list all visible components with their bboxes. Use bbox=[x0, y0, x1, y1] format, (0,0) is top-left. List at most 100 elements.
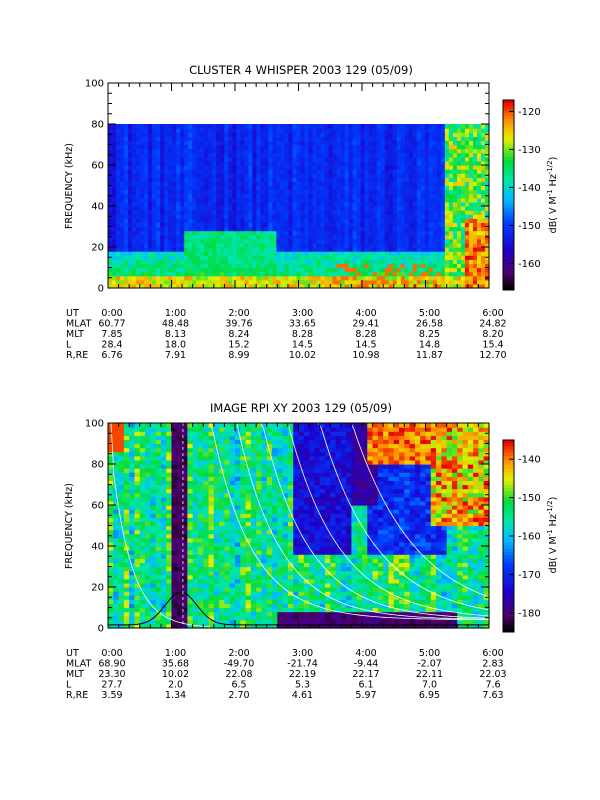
spectrogram-cell bbox=[192, 230, 197, 236]
y-tick-label: 20 bbox=[91, 243, 104, 254]
spectrogram-cell bbox=[123, 623, 130, 629]
spectrogram-cell bbox=[356, 234, 362, 240]
spectrogram-cell bbox=[436, 234, 442, 240]
spectrogram-cell bbox=[340, 197, 346, 203]
spectrogram-cell bbox=[292, 234, 298, 240]
spectrogram-cell bbox=[444, 140, 450, 146]
spectrogram-cell bbox=[132, 152, 137, 158]
spectrogram-cell bbox=[280, 222, 286, 228]
spectrogram-cell bbox=[308, 226, 314, 232]
spectrogram-cell bbox=[134, 492, 141, 498]
spectrogram-cell bbox=[276, 263, 282, 269]
spectrogram-cell bbox=[197, 505, 204, 510]
spectrogram-cell bbox=[236, 283, 241, 289]
spectrogram-cell bbox=[380, 259, 386, 264]
spectrogram-cell bbox=[328, 128, 334, 133]
spectrogram-cell bbox=[112, 222, 117, 228]
spectrogram-cell bbox=[284, 255, 290, 260]
spectrogram-cell bbox=[300, 218, 306, 223]
spectrogram-cell bbox=[308, 177, 314, 182]
spectrogram-cell bbox=[212, 169, 217, 174]
spectrogram-cell bbox=[268, 271, 274, 277]
spectrogram-cell bbox=[272, 124, 278, 129]
spectrogram-cell bbox=[392, 152, 398, 158]
spectrogram-cell bbox=[268, 275, 274, 281]
spectrogram-cell bbox=[248, 156, 253, 162]
spectrogram-cell bbox=[148, 152, 153, 158]
spectrogram-cell bbox=[108, 439, 114, 445]
spectrogram-cell bbox=[324, 226, 330, 232]
spectrogram-cell bbox=[288, 152, 294, 158]
spectrogram-cell bbox=[432, 218, 438, 223]
spectrogram-cell bbox=[200, 255, 205, 260]
spectrogram-cell bbox=[408, 267, 414, 273]
spectrogram-cell bbox=[155, 435, 162, 440]
spectrogram-cell bbox=[424, 156, 430, 162]
spectrogram-cell bbox=[150, 443, 157, 449]
spectrogram-cell bbox=[420, 247, 426, 252]
spectrogram-cell bbox=[300, 259, 306, 264]
spectrogram-cell bbox=[452, 169, 458, 174]
spectrogram-cell bbox=[464, 238, 470, 244]
spectrogram-cell bbox=[360, 255, 366, 260]
spectrogram-cell bbox=[171, 435, 178, 440]
spectrogram-cell bbox=[129, 566, 136, 572]
spectrogram-cell bbox=[308, 124, 314, 129]
spectrogram-cell bbox=[203, 574, 210, 580]
spectrogram-cell bbox=[312, 283, 318, 289]
spectrogram-cell bbox=[244, 156, 249, 162]
spectrogram-cell bbox=[436, 279, 442, 285]
spectrogram-cell bbox=[197, 554, 204, 559]
spectrogram-cell bbox=[240, 189, 245, 195]
spectrogram-cell bbox=[224, 247, 229, 252]
spectrogram-cell bbox=[155, 603, 162, 609]
spectrogram-cell bbox=[444, 148, 450, 154]
spectrogram-cell bbox=[155, 529, 162, 535]
spectrogram-cell bbox=[344, 259, 350, 264]
spectrogram-cell bbox=[440, 124, 446, 129]
spectrogram-cell bbox=[344, 185, 350, 191]
spectrogram-cell bbox=[172, 148, 177, 154]
spectrogram-cell bbox=[264, 193, 270, 199]
spectrogram-cell bbox=[372, 185, 378, 191]
spectrogram-cell bbox=[328, 173, 334, 178]
spectrogram-cell bbox=[197, 492, 204, 498]
y-tick-label: 80 bbox=[91, 120, 104, 131]
spectrogram-cell bbox=[420, 218, 426, 223]
spectrogram-cell bbox=[424, 230, 430, 236]
spectrogram-cell bbox=[288, 247, 294, 252]
spectrogram-cell bbox=[196, 255, 201, 260]
spectrogram-cell bbox=[166, 443, 173, 449]
spectrogram-cell bbox=[232, 177, 237, 182]
spectrogram-cell bbox=[264, 255, 270, 260]
spectrogram-cell bbox=[368, 132, 374, 137]
spectrogram-cell bbox=[320, 132, 326, 137]
spectrogram-cell bbox=[388, 247, 394, 252]
spectrogram-cell bbox=[168, 128, 173, 133]
spectrogram-cell bbox=[124, 148, 129, 154]
spectrogram-cell bbox=[444, 263, 450, 269]
spectrogram-cell bbox=[228, 173, 233, 178]
spectrogram-cell bbox=[156, 259, 161, 264]
spectrogram-cell bbox=[136, 259, 141, 264]
spectrogram-cell bbox=[200, 275, 205, 281]
spectrogram-cell bbox=[280, 185, 286, 191]
spectrogram-cell bbox=[464, 193, 470, 199]
spectrogram-cell bbox=[150, 480, 157, 486]
spectrogram-cell bbox=[168, 234, 173, 240]
spectrogram-cell bbox=[232, 136, 237, 141]
spectrogram-cell bbox=[118, 533, 125, 539]
spectrogram-cell bbox=[300, 160, 306, 166]
spectrogram-cell bbox=[108, 222, 113, 228]
spectrogram-cell bbox=[200, 267, 205, 273]
spectrogram-cell bbox=[320, 201, 326, 207]
spectrogram-cell bbox=[188, 177, 193, 182]
spectrogram-cell bbox=[248, 267, 253, 273]
spectrogram-cell bbox=[150, 574, 157, 580]
spectrogram-cell bbox=[182, 447, 188, 453]
spectrogram-cell bbox=[404, 181, 410, 187]
spectrogram-cell bbox=[208, 267, 213, 273]
spectrogram-cell bbox=[197, 443, 204, 449]
spectrogram-cell bbox=[108, 185, 113, 191]
spectrogram-cell bbox=[452, 177, 458, 182]
